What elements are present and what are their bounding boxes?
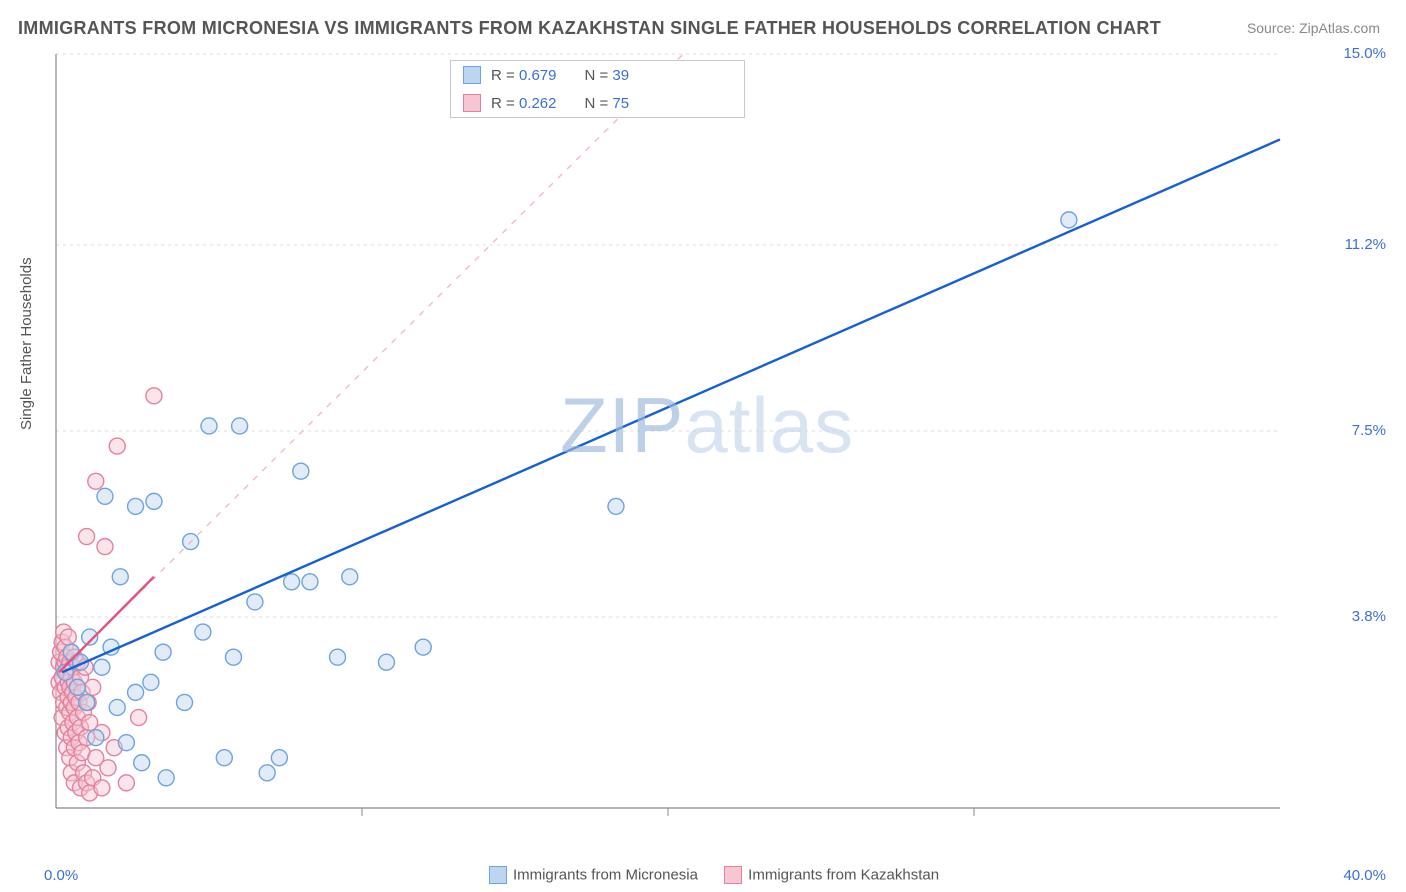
series-legend: Immigrants from Micronesia Immigrants fr… <box>0 866 1406 884</box>
stats-legend: R = 0.679 N = 39 R = 0.262 N = 75 <box>450 60 745 118</box>
y-tick-label: 11.2% <box>1345 236 1386 253</box>
y-tick-label: 7.5% <box>1352 422 1386 439</box>
legend-label: Immigrants from Micronesia <box>513 867 698 884</box>
swatch-icon <box>463 94 481 112</box>
source-attribution: Source: ZipAtlas.com <box>1247 20 1380 36</box>
plot-svg <box>50 48 1340 838</box>
stats-row-series-1: R = 0.679 N = 39 <box>451 61 744 89</box>
stats-row-series-2: R = 0.262 N = 75 <box>451 89 744 117</box>
chart-title: IMMIGRANTS FROM MICRONESIA VS IMMIGRANTS… <box>18 18 1161 39</box>
scatter-plot <box>50 48 1340 838</box>
y-tick-label: 15.0% <box>1343 45 1386 62</box>
swatch-icon <box>724 866 742 884</box>
swatch-icon <box>489 866 507 884</box>
swatch-icon <box>463 66 481 84</box>
y-tick-label: 3.8% <box>1352 608 1386 625</box>
y-axis-label: Single Father Households <box>18 257 35 430</box>
legend-label: Immigrants from Kazakhstan <box>748 867 939 884</box>
